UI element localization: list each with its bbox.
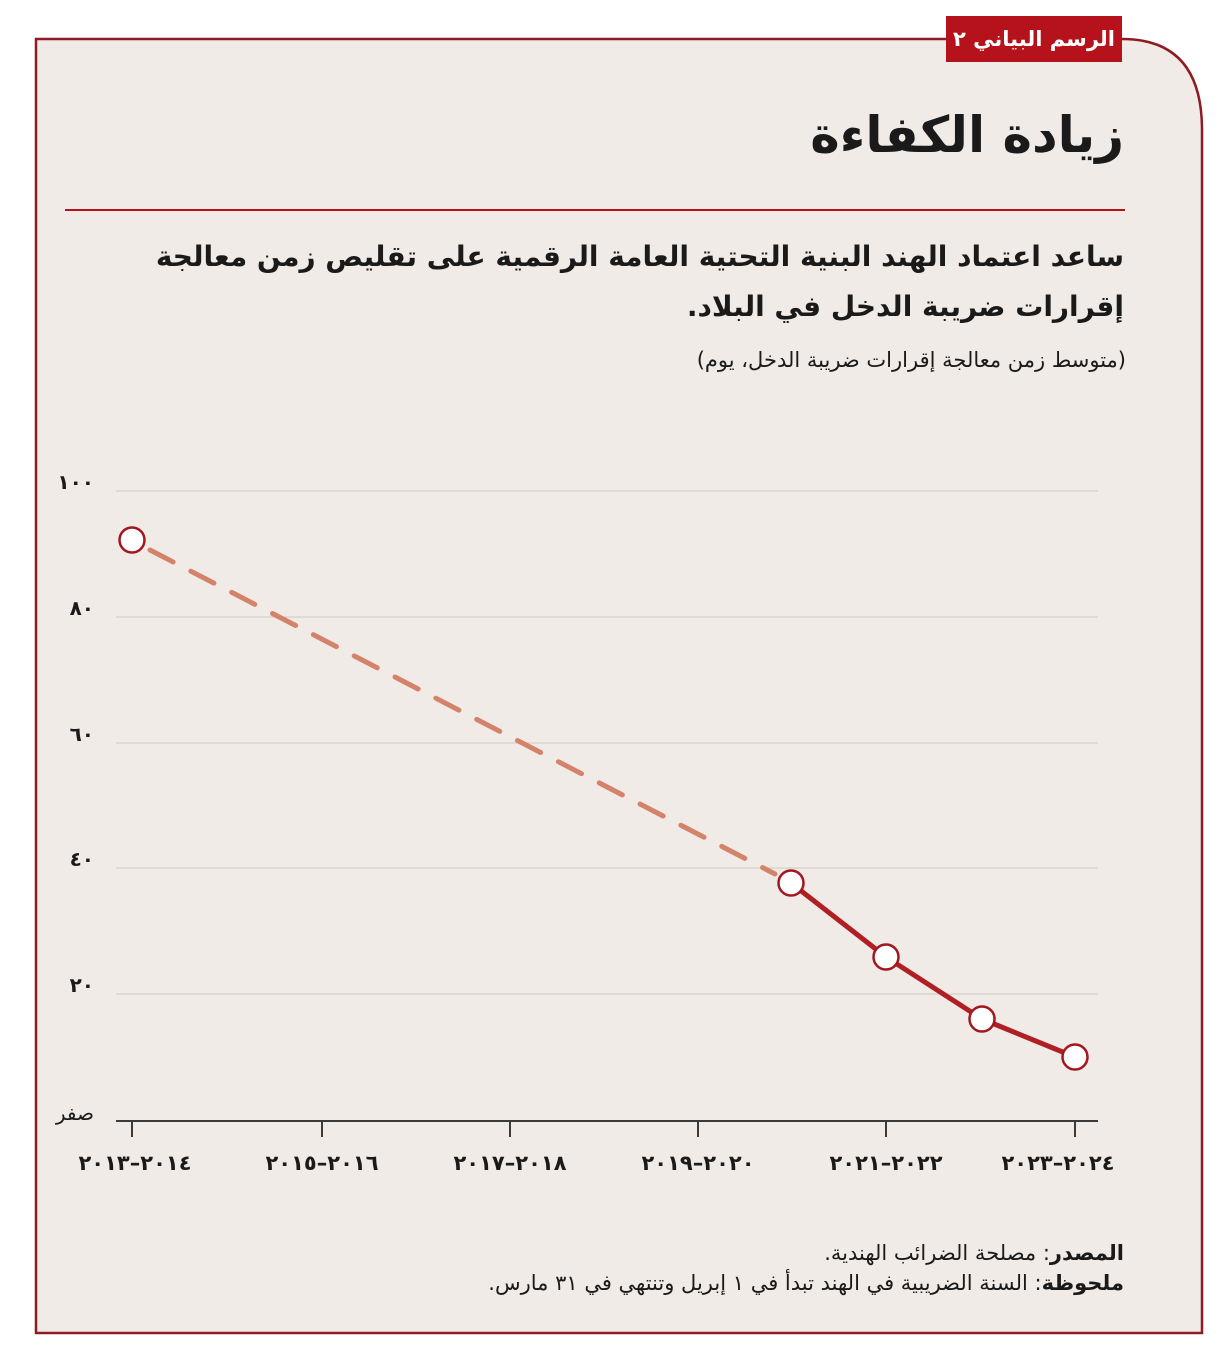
chart-title: زيادة الكفاءة <box>810 106 1124 164</box>
note-line: ملحوظة: السنة الضريبية في الهند تبدأ في … <box>488 1268 1124 1298</box>
chart-number-badge: الرسم البياني ٢ <box>946 16 1122 62</box>
title-divider <box>65 209 1125 211</box>
dashed-segment <box>147 547 778 877</box>
x-tick-2015-2016: ٢٠١٦–٢٠١٥ <box>265 1151 379 1175</box>
note-label: ملحوظة <box>1041 1271 1124 1295</box>
chart-footer: المصدر: مصلحة الضرائب الهندية. ملحوظة: ا… <box>488 1238 1124 1298</box>
y-tick-80: ٨٠ <box>69 596 94 620</box>
source-text: : مصلحة الضرائب الهندية. <box>824 1241 1050 1265</box>
x-axis <box>116 1120 1098 1137</box>
gridlines <box>116 490 1098 995</box>
x-tick-2013-2014: ٢٠١٤–٢٠١٣ <box>78 1151 192 1175</box>
data-point <box>118 526 146 554</box>
source-line: المصدر: مصلحة الضرائب الهندية. <box>488 1238 1124 1268</box>
y-tick-0: صفر <box>55 1101 94 1125</box>
y-tick-40: ٤٠ <box>69 847 94 871</box>
data-markers <box>118 526 1089 1071</box>
x-tick-2023-2024: ٢٠٢٤–٢٠٢٣ <box>1001 1151 1115 1175</box>
y-tick-60: ٦٠ <box>69 722 94 746</box>
solid-segment <box>789 881 1076 1060</box>
data-point <box>872 943 900 971</box>
y-tick-20: ٢٠ <box>69 973 94 997</box>
data-point <box>777 869 805 897</box>
x-tick-2019-2020: ٢٠٢٠–٢٠١٩ <box>641 1151 755 1175</box>
x-tick-2021-2022: ٢٠٢٢–٢٠٢١ <box>829 1151 943 1175</box>
y-tick-100: ١٠٠ <box>57 470 94 494</box>
x-tick-2017-2018: ٢٠١٨–٢٠١٧ <box>453 1151 567 1175</box>
data-point <box>968 1005 996 1033</box>
y-axis-unit-label: (متوسط زمن معالجة إقرارات ضريبة الدخل، ي… <box>696 348 1126 372</box>
source-label: المصدر <box>1049 1241 1124 1265</box>
chart-subtitle: ساعد اعتماد الهند البنية التحتية العامة … <box>155 240 1124 323</box>
note-text: : السنة الضريبية في الهند تبدأ في ١ إبري… <box>488 1271 1042 1295</box>
data-point <box>1061 1043 1089 1071</box>
